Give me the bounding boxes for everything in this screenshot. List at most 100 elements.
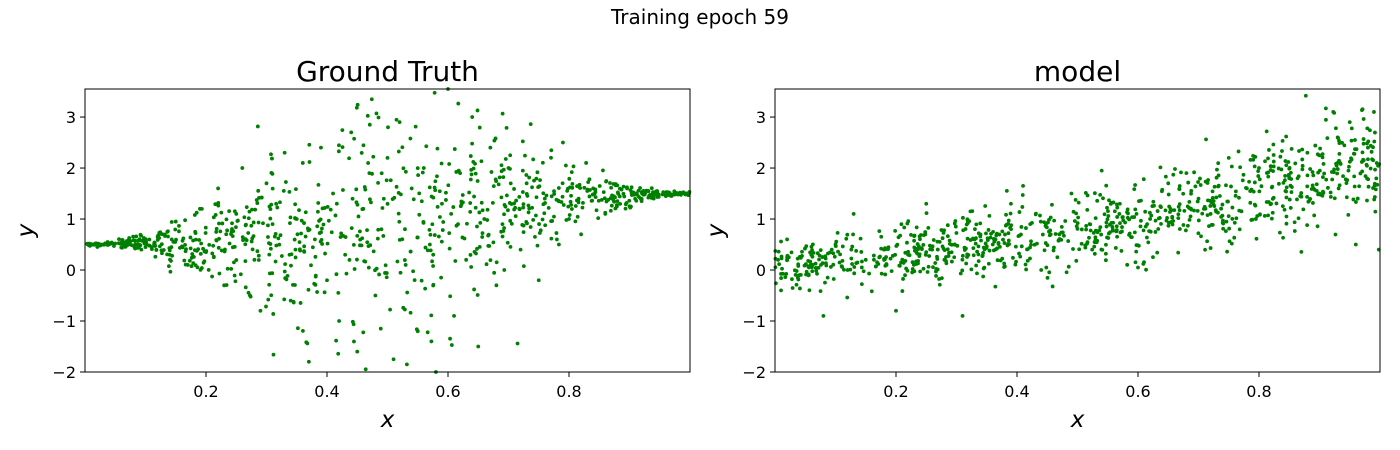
scatter-point xyxy=(975,271,979,276)
scatter-point xyxy=(1280,149,1284,153)
scatter-point xyxy=(1052,245,1056,250)
scatter-point xyxy=(1280,138,1285,143)
scatter-point xyxy=(381,196,386,201)
scatter-point xyxy=(1224,219,1229,224)
scatter-point xyxy=(945,247,950,252)
scatter-point xyxy=(293,216,298,221)
scatter-point xyxy=(331,191,335,196)
scatter-point xyxy=(384,275,389,280)
scatter-point xyxy=(879,246,884,251)
scatter-point xyxy=(218,229,223,234)
scatter-point xyxy=(1353,147,1357,152)
scatter-point xyxy=(467,190,472,195)
scatter-point xyxy=(786,255,791,260)
scatter-point xyxy=(629,185,634,190)
scatter-point xyxy=(655,191,660,196)
scatter-point xyxy=(848,267,853,272)
scatter-point xyxy=(533,234,537,239)
scatter-point xyxy=(1336,186,1341,191)
scatter-point xyxy=(1230,216,1235,221)
scatter-point xyxy=(1034,211,1038,216)
scatter-point xyxy=(349,130,354,135)
scatter-point xyxy=(183,218,188,223)
scatter-point xyxy=(165,252,170,257)
scatter-point xyxy=(637,195,641,199)
scatter-point xyxy=(1331,109,1336,114)
scatter-point xyxy=(1269,216,1274,221)
x-tick-label: 0.2 xyxy=(883,382,908,401)
scatter-point xyxy=(1366,139,1371,144)
scatter-point xyxy=(425,330,430,335)
scatter-point xyxy=(502,202,507,207)
scatter-point xyxy=(435,174,439,179)
scatter-point xyxy=(153,254,158,259)
scatter-point xyxy=(1247,179,1251,184)
scatter-point xyxy=(1307,199,1311,203)
scatter-point xyxy=(540,217,545,222)
scatter-point xyxy=(379,227,384,232)
scatter-point xyxy=(1075,227,1080,231)
scatter-point xyxy=(1349,157,1354,162)
scatter-point xyxy=(1002,265,1006,269)
scatter-point xyxy=(211,243,216,248)
scatter-point xyxy=(996,242,1001,246)
scatter-point xyxy=(430,222,435,227)
scatter-point xyxy=(531,218,536,222)
scatter-point xyxy=(535,170,540,175)
scatter-point xyxy=(549,236,554,241)
scatter-point xyxy=(397,120,402,125)
scatter-point xyxy=(269,202,274,207)
scatter-point xyxy=(249,239,254,244)
scatter-point xyxy=(402,258,407,262)
scatter-point xyxy=(431,264,435,268)
scatter-point xyxy=(270,222,275,227)
scatter-point xyxy=(307,227,312,232)
scatter-point xyxy=(408,310,413,315)
scatter-point xyxy=(993,284,998,289)
scatter-point xyxy=(798,286,802,291)
scatter-point xyxy=(934,269,938,274)
scatter-point xyxy=(120,238,125,243)
scatter-point xyxy=(306,287,311,292)
scatter-point xyxy=(820,255,825,259)
scatter-point xyxy=(1111,200,1116,205)
scatter-point xyxy=(1092,244,1097,249)
scatter-point xyxy=(302,244,307,249)
scatter-point xyxy=(1308,167,1313,171)
scatter-point xyxy=(924,250,929,255)
scatter-point xyxy=(1103,251,1108,256)
scatter-point xyxy=(317,231,322,235)
scatter-point xyxy=(813,266,818,270)
scatter-point xyxy=(1200,211,1205,216)
y-axis-ticks: −2 −1 0 1 2 3 xyxy=(52,108,85,382)
scatter-point xyxy=(1237,227,1242,232)
scatter-point xyxy=(912,234,917,239)
scatter-point xyxy=(264,304,268,309)
scatter-point xyxy=(206,268,211,272)
scatter-point xyxy=(530,185,534,190)
scatter-point xyxy=(1129,235,1134,240)
scatter-point xyxy=(927,254,932,258)
scatter-point xyxy=(1292,229,1297,233)
scatter-point xyxy=(452,314,456,318)
scatter-point xyxy=(564,218,569,222)
scatter-point xyxy=(820,261,825,266)
scatter-point xyxy=(1229,184,1233,189)
scatter-point xyxy=(982,247,987,252)
scatter-point xyxy=(365,228,369,233)
scatter-point xyxy=(355,233,360,238)
scatter-point xyxy=(468,177,473,182)
scatter-point xyxy=(1105,217,1110,222)
scatter-point xyxy=(1147,229,1151,234)
scatter-point xyxy=(118,241,123,246)
scatter-point xyxy=(611,194,616,199)
scatter-point xyxy=(213,202,218,207)
scatter-point xyxy=(381,234,386,238)
scatter-point xyxy=(1115,234,1119,239)
scatter-point xyxy=(233,279,238,284)
scatter-point xyxy=(1373,187,1378,192)
scatter-point xyxy=(288,298,293,303)
scatter-point xyxy=(1331,170,1336,175)
scatter-point xyxy=(266,297,271,302)
subplot-ground-truth: Ground Truth 0.2 0.4 0.6 0.8 −2 −1 0 1 2 3 x y xyxy=(13,55,692,433)
